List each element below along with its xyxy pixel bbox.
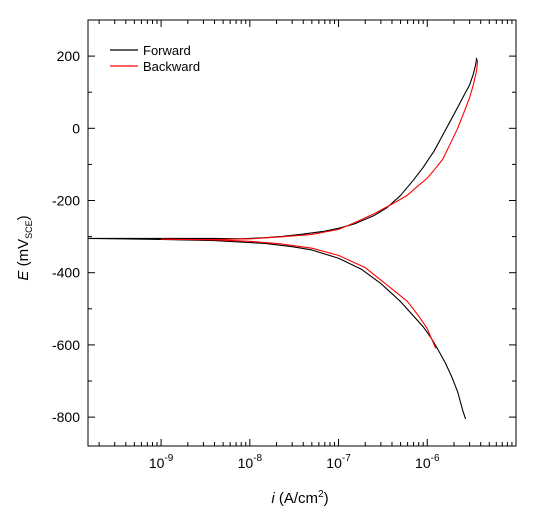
y-tick-label: -200	[52, 193, 80, 209]
x-tick-exp: -6	[431, 453, 440, 464]
legend-label-backward: Backward	[143, 59, 200, 74]
x-tick-base: 10	[326, 455, 342, 471]
y-axis-label: E (mVSCE)	[15, 215, 34, 280]
x-tick-exp: -8	[253, 453, 262, 464]
x-tick-label: 10-6	[415, 453, 440, 471]
x-axis-label: i (A/cm2)	[271, 489, 328, 507]
y-axis-unit: (mV	[15, 239, 32, 271]
x-tick-exp: -9	[164, 453, 173, 464]
legend-label-forward: Forward	[143, 43, 191, 58]
x-tick-base: 10	[149, 455, 165, 471]
y-tick-label: 200	[57, 48, 81, 64]
x-axis-unit: (A/cm	[275, 490, 318, 507]
x-tick-label: 10-7	[326, 453, 351, 471]
axes	[87, 19, 517, 447]
plot-frame	[87, 19, 517, 447]
series-line-forward	[87, 57, 478, 420]
x-tick-exp: -7	[342, 453, 351, 464]
x-axis-unit-sup: 2	[318, 489, 324, 500]
y-tick-label: -600	[52, 337, 80, 353]
y-tick-label: -800	[52, 409, 80, 425]
y-axis-unit-sub: SCE	[24, 220, 34, 239]
series-lines	[87, 57, 479, 420]
y-tick-label: -400	[52, 265, 80, 281]
y-axis-var: E	[15, 270, 32, 281]
x-tick-base: 10	[238, 455, 254, 471]
x-tick-base: 10	[415, 455, 431, 471]
y-axis-unit-close: )	[15, 215, 32, 220]
x-axis-var: i	[271, 490, 275, 507]
x-tick-label: 10-8	[238, 453, 263, 471]
x-tick-label: 10-9	[149, 453, 174, 471]
x-axis-unit-close: )	[324, 490, 329, 507]
series-line-backward	[160, 59, 479, 349]
y-tick-label: 0	[72, 120, 80, 136]
